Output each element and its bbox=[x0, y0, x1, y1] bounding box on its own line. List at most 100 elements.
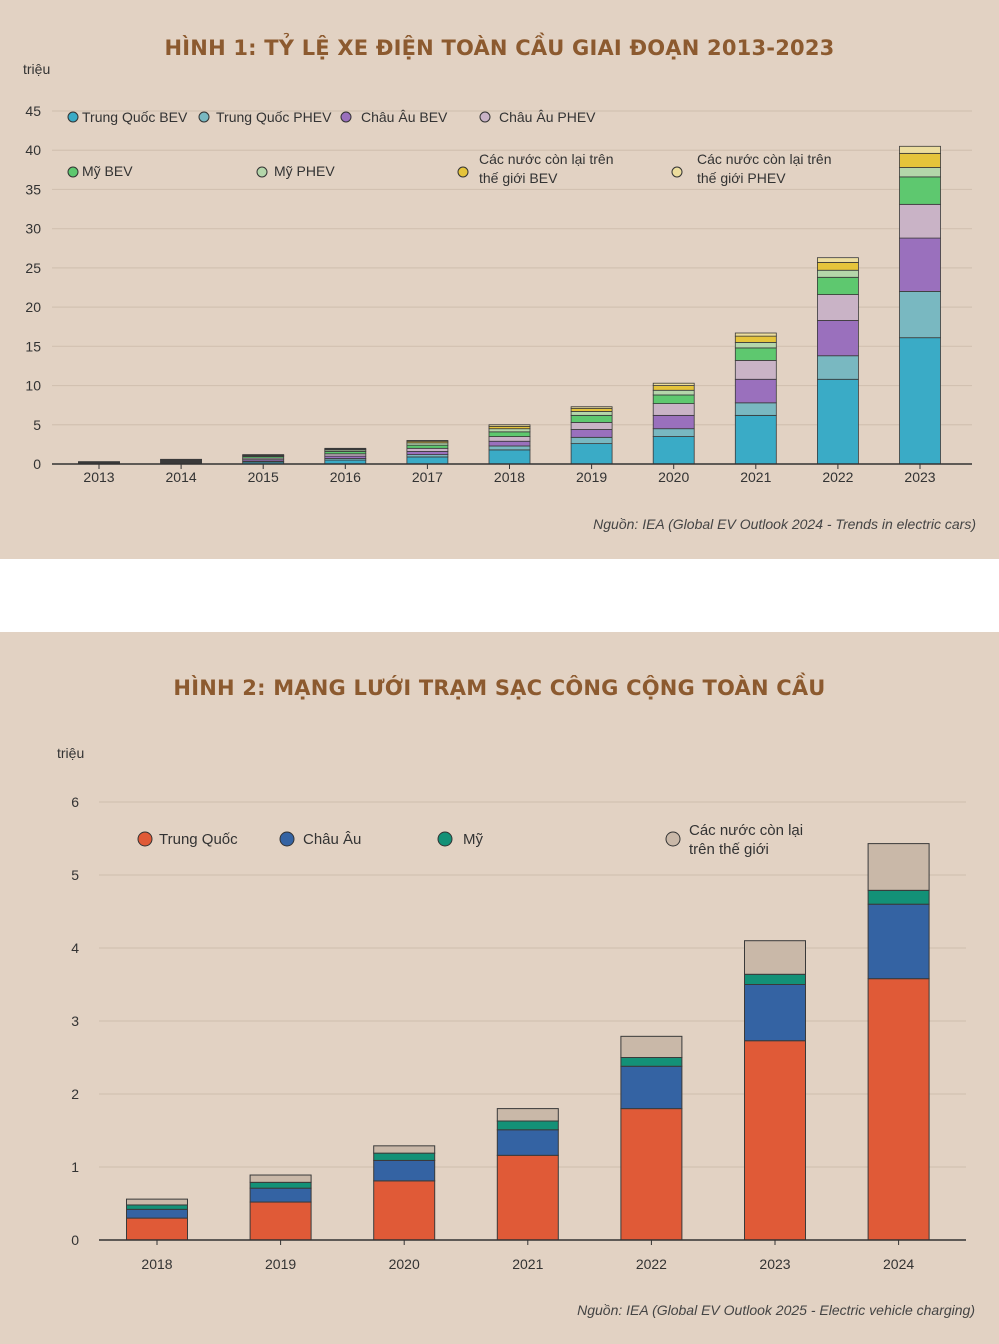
bar-segment bbox=[488, 440, 531, 447]
bar-segment bbox=[488, 436, 531, 442]
chart-source: Nguồn: IEA (Global EV Outlook 2025 - Ele… bbox=[577, 1302, 975, 1318]
y-axis-unit: triệu bbox=[23, 61, 51, 77]
bar-segment bbox=[570, 422, 613, 430]
x-tick-label: 2023 bbox=[759, 1256, 790, 1272]
bar-segment bbox=[899, 237, 941, 292]
bar-segment bbox=[744, 984, 806, 1042]
bar-segment bbox=[652, 428, 695, 437]
separator bbox=[0, 559, 999, 632]
legend-marker bbox=[340, 111, 352, 123]
y-tick-label: 25 bbox=[25, 260, 41, 276]
y-tick-label: 15 bbox=[25, 338, 41, 354]
bar-segment bbox=[734, 335, 777, 343]
bar-segment bbox=[867, 903, 930, 980]
legend-label: Mỹ bbox=[463, 831, 483, 848]
bar-segment bbox=[744, 1040, 806, 1241]
bar-segment bbox=[160, 458, 203, 461]
bar-segment bbox=[734, 342, 777, 349]
bar-segment bbox=[570, 411, 613, 416]
bar-segment bbox=[126, 1198, 188, 1206]
bar-segment bbox=[817, 320, 859, 357]
x-tick-label: 2020 bbox=[389, 1256, 420, 1272]
chart-title: HÌNH 2: MẠNG LƯỚI TRẠM SẠC CÔNG CỘNG TOÀ… bbox=[173, 676, 826, 700]
bar-segment bbox=[899, 203, 941, 239]
bar-segment bbox=[899, 176, 941, 205]
bar-segment bbox=[249, 1181, 312, 1189]
bar-segment bbox=[744, 973, 806, 985]
legend-label: Trung Quốc BEV bbox=[82, 109, 188, 125]
bar-segment bbox=[78, 461, 120, 463]
bar-segment bbox=[496, 1154, 559, 1241]
bar-segment bbox=[126, 1217, 188, 1241]
bar-segment bbox=[406, 440, 449, 442]
legend-marker bbox=[479, 111, 491, 123]
y-tick-label: 3 bbox=[71, 1013, 79, 1029]
bar-segment bbox=[488, 424, 531, 427]
x-tick-label: 2018 bbox=[141, 1256, 172, 1272]
bar-segment bbox=[406, 444, 449, 449]
chart-panel-charging-network: HÌNH 2: MẠNG LƯỚI TRẠM SẠC CÔNG CỘNG TOÀ… bbox=[0, 632, 999, 1344]
bar-segment bbox=[496, 1108, 559, 1122]
bar-segment bbox=[899, 145, 941, 154]
x-tick-label: 2023 bbox=[904, 469, 935, 485]
bar-segment bbox=[488, 428, 531, 433]
legend-label: Trung Quốc bbox=[159, 831, 238, 848]
bar-segment bbox=[817, 378, 859, 465]
y-tick-label: 40 bbox=[25, 142, 41, 158]
x-tick-label: 2016 bbox=[330, 469, 361, 485]
bar-segment bbox=[817, 276, 859, 295]
bar-segment bbox=[899, 167, 941, 178]
bar-segment bbox=[570, 406, 613, 409]
legend-marker bbox=[67, 111, 79, 123]
bar-segment bbox=[570, 407, 613, 412]
bar-segment bbox=[126, 1208, 188, 1219]
chart-plot-ev-share: 0 5 10 15 20 25 30 35 40 45 2013 2014 2015 2016 2017 20… bbox=[25, 103, 972, 485]
bar-segment bbox=[652, 436, 695, 465]
legend-marker bbox=[671, 166, 683, 178]
bar-segment bbox=[570, 436, 613, 445]
legend-marker bbox=[256, 166, 268, 178]
bar-segment bbox=[652, 414, 695, 430]
x-tick-label: 2019 bbox=[576, 469, 607, 485]
y-tick-label: 4 bbox=[71, 940, 79, 956]
legend-marker bbox=[198, 111, 210, 123]
bar-segment bbox=[570, 443, 613, 465]
y-tick-label: 6 bbox=[71, 794, 79, 810]
bar-segment bbox=[242, 454, 285, 456]
legend-label: Châu Âu BEV bbox=[361, 109, 448, 125]
bar-segment bbox=[817, 257, 859, 263]
legend-label: Các nước còn lại trên thế giới BEV bbox=[479, 151, 614, 186]
bar-segment bbox=[373, 1159, 436, 1182]
y-tick-label: 5 bbox=[71, 867, 79, 883]
bar-segment bbox=[652, 394, 695, 404]
bar-segment bbox=[126, 1204, 188, 1210]
y-tick-label: 35 bbox=[25, 181, 41, 197]
bar-segment bbox=[867, 889, 930, 905]
bar-segment bbox=[373, 1152, 436, 1161]
y-tick-label: 2 bbox=[71, 1086, 79, 1102]
legend-label: Mỹ PHEV bbox=[274, 163, 335, 179]
bar-segment bbox=[734, 414, 777, 465]
bar-segment bbox=[620, 1065, 683, 1110]
x-tick-label: 2022 bbox=[822, 469, 853, 485]
bar-segment bbox=[496, 1120, 559, 1131]
bar-segment bbox=[817, 261, 859, 271]
x-tick-label: 2021 bbox=[740, 469, 771, 485]
bar-segment bbox=[406, 451, 449, 455]
bar-segment bbox=[652, 385, 695, 391]
bar-segment bbox=[744, 940, 806, 975]
bar-segment bbox=[817, 355, 859, 380]
y-axis-unit: triệu bbox=[57, 745, 85, 761]
legend-label: Các nước còn lại trên thế giới PHEV bbox=[697, 151, 832, 186]
bar-segment bbox=[899, 337, 941, 465]
bar-segment bbox=[734, 378, 777, 404]
legend-marker bbox=[137, 831, 153, 847]
bar-segment bbox=[620, 1057, 683, 1067]
bar-segment bbox=[488, 449, 531, 465]
bar-segment bbox=[652, 382, 695, 386]
bar-segment bbox=[570, 429, 613, 438]
bar-segment bbox=[817, 294, 859, 321]
chart-title: HÌNH 1: TỶ LỆ XE ĐIỆN TOÀN CẦU GIAI ĐOẠN… bbox=[164, 36, 835, 60]
y-tick-label: 20 bbox=[25, 299, 41, 315]
legend-marker bbox=[457, 166, 469, 178]
